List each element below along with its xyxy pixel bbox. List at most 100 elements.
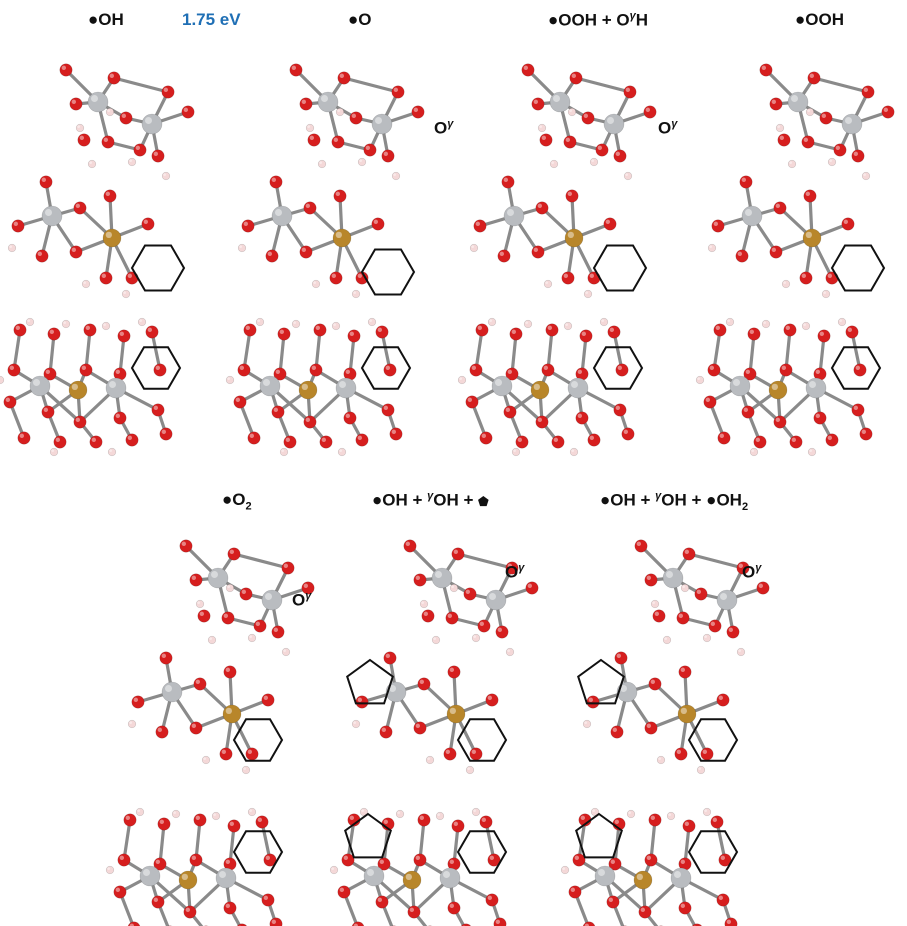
oxygen-atom-highlight — [143, 219, 148, 224]
oxygen-atom-highlight — [153, 897, 158, 903]
oxygen-atom — [69, 97, 83, 111]
oxygen-atom — [825, 433, 839, 447]
oxygen-atom — [535, 415, 549, 429]
dopant-atom — [530, 380, 550, 400]
hydrogen-atom — [569, 447, 579, 457]
hydrogen-atom — [279, 447, 289, 457]
oxygen-atom — [718, 853, 732, 867]
hydrogen-atom-highlight — [203, 757, 206, 760]
oxygen-atom — [151, 403, 165, 417]
bond — [687, 552, 745, 570]
metal-atom-highlight — [367, 869, 374, 876]
metal-atom — [141, 113, 163, 135]
bond — [812, 76, 870, 94]
hydrogen-atom-highlight — [433, 637, 437, 640]
oxygen-atom-highlight — [273, 627, 278, 633]
hexagon-marker — [830, 346, 882, 390]
oxygen-atom — [221, 611, 235, 625]
oxygen-atom — [447, 901, 461, 915]
oxygen-atom-highlight — [709, 365, 715, 370]
oxygen-atom — [381, 403, 395, 417]
oxygen-atom — [678, 901, 692, 915]
oxygen-atom-highlight — [821, 113, 827, 118]
dopant-atom-highlight — [449, 707, 456, 714]
bond — [8, 400, 26, 440]
oxygen-atom — [759, 63, 773, 77]
oxygen-atom — [708, 619, 722, 633]
dopant-atom — [564, 228, 584, 248]
hydrogen-atom-highlight — [539, 125, 542, 128]
oxygen-atom-highlight — [75, 203, 80, 208]
oxygen-atom — [535, 201, 549, 215]
hydrogen-atom-highlight — [137, 809, 140, 812]
hydrogen-atom — [331, 321, 341, 331]
oxygen-atom-highlight — [487, 895, 492, 901]
oxygen-atom — [643, 105, 657, 119]
metal-atom-highlight — [507, 209, 514, 216]
metal-atom — [87, 91, 109, 113]
metal-atom-highlight — [607, 117, 614, 124]
oxygen-atom — [606, 895, 620, 909]
oxygen-atom-highlight — [743, 407, 749, 412]
oxygen-atom — [219, 747, 233, 761]
hexagon-marker — [687, 830, 739, 874]
hydrogen-atom — [567, 107, 577, 117]
hydrogen-atom-highlight — [281, 449, 285, 453]
hydrogen-atom — [351, 289, 361, 299]
metal-atom — [259, 375, 281, 397]
hydrogen-atom-highlight — [173, 811, 176, 814]
oxygen-atom — [682, 819, 696, 833]
metal-atom-highlight — [375, 117, 382, 124]
oxygen-atom — [525, 581, 539, 595]
oxygen-atom — [271, 405, 285, 419]
hexagon-marker — [130, 346, 182, 390]
oxygen-atom-highlight — [497, 627, 502, 633]
oxygen-atom-highlight — [580, 815, 586, 821]
oxygen-atom — [724, 917, 738, 926]
oxygen-atom — [595, 143, 609, 157]
oxygen-atom-highlight — [275, 369, 280, 374]
oxygen-atom-highlight — [127, 273, 132, 278]
oxygen-atom-highlight — [153, 151, 158, 156]
oxygen-atom-highlight — [81, 365, 86, 370]
oxygen-atom-highlight — [71, 99, 76, 104]
dopant-atom-highlight — [771, 383, 778, 390]
dopant-atom-highlight — [181, 873, 189, 880]
oxygen-atom-highlight — [615, 151, 621, 156]
oxygen-atom — [69, 245, 83, 259]
oxygen-atom-highlight — [43, 407, 49, 412]
oxygen-atom-highlight — [309, 135, 314, 140]
oxygen-atom-highlight — [119, 855, 124, 861]
oxygen-atom-highlight — [449, 903, 454, 909]
oxygen-atom-highlight — [636, 541, 642, 547]
oxygen-atom — [355, 695, 369, 709]
hydrogen-atom — [861, 171, 871, 181]
oxygen-atom-highlight — [650, 679, 656, 685]
oxygen-atom — [648, 813, 662, 827]
hydrogen-atom-highlight — [569, 109, 572, 112]
hydrogen-atom — [161, 171, 171, 181]
hydrogen-atom-highlight — [738, 649, 741, 652]
hexagon-marker — [592, 244, 648, 292]
oxygen-atom-highlight — [499, 251, 504, 256]
oxygen-atom-highlight — [199, 611, 204, 617]
hydrogen-atom-highlight — [562, 867, 565, 870]
oxygen-atom — [801, 135, 815, 149]
oxygen-atom-highlight — [827, 273, 833, 278]
hydrogen-atom — [281, 647, 291, 657]
oxygen-atom-highlight — [239, 365, 244, 370]
oxygen-atom — [521, 63, 535, 77]
oxygen-atom-highlight — [9, 365, 14, 370]
oxygen-atom — [648, 677, 662, 691]
oxygen-atom — [613, 149, 627, 163]
oxygen-atom — [161, 85, 175, 99]
metal-atom — [567, 377, 589, 399]
hydrogen-atom-highlight — [863, 173, 866, 176]
oxygen-atom-highlight — [583, 113, 589, 118]
oxygen-atom — [101, 135, 115, 149]
oxygen-atom — [389, 427, 403, 441]
oxygen-atom-highlight — [383, 819, 388, 825]
oxygen-atom-highlight — [225, 667, 230, 673]
oxygen-atom — [309, 363, 323, 377]
metal-atom-highlight — [489, 593, 496, 600]
